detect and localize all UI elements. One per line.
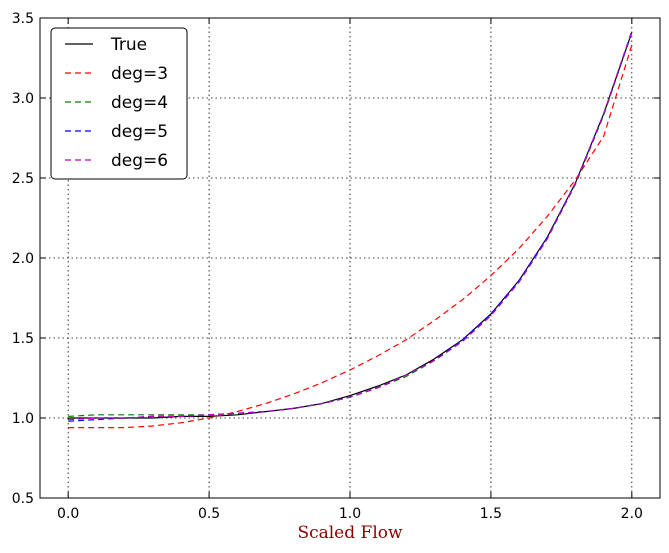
series-line-true [68, 32, 633, 419]
x-tick-label: 1.5 [480, 506, 502, 522]
legend-label: True [110, 35, 147, 55]
axis-ticks: 0.0 0.5 1.0 1.5 2.0 0.5 1.0 1.5 2.0 2.5 3.0 3.5 [12, 11, 660, 522]
legend: True deg=3 deg=4 deg=5 deg=6 [50, 27, 188, 180]
legend-label: deg=3 [111, 64, 168, 84]
x-tick-label: 0.5 [198, 506, 220, 522]
legend-box [50, 27, 188, 180]
y-tick-label: 1.0 [12, 411, 34, 427]
y-tick-label: 1.5 [12, 331, 34, 347]
y-tick-label: 0.5 [12, 491, 34, 507]
y-tick-label: 2.5 [12, 171, 34, 187]
y-tick-label: 2.0 [12, 251, 34, 267]
y-tick-label: 3.5 [12, 11, 34, 27]
x-tick-label: 1.0 [339, 506, 361, 522]
series-line-deg-3 [68, 45, 633, 429]
legend-label: deg=5 [111, 122, 168, 142]
x-axis-label: Scaled Flow [297, 523, 403, 543]
y-tick-label: 3.0 [12, 91, 34, 107]
grid-lines [40, 17, 660, 499]
legend-label: deg=6 [111, 151, 168, 171]
series-layer [68, 30, 633, 429]
series-line-deg-6 [68, 30, 633, 421]
x-tick-label: 0.0 [57, 506, 79, 522]
legend-label: deg=4 [111, 93, 168, 113]
x-tick-label: 2.0 [621, 506, 643, 522]
